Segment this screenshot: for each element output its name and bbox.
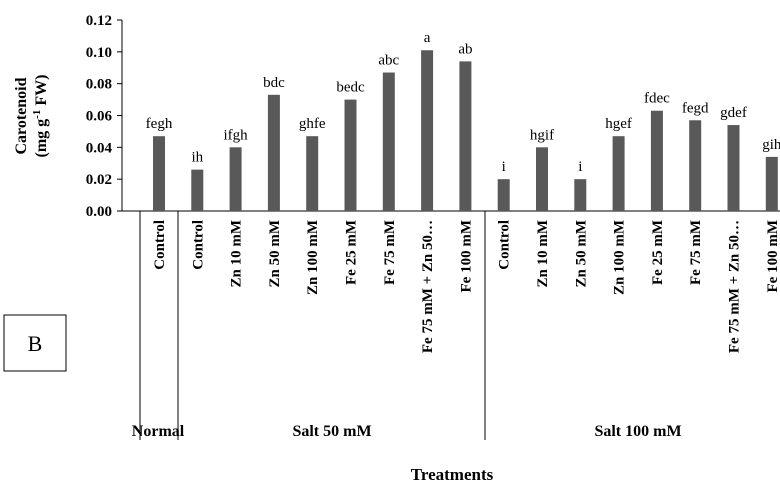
bar-annotation: bdc	[263, 75, 285, 91]
y-title-part: (mg g	[33, 119, 50, 158]
bar	[727, 125, 740, 211]
bar	[267, 94, 280, 211]
group-label: Salt 50 mM	[292, 423, 371, 440]
bar-annotation: fegh	[146, 116, 173, 132]
x-tick-label: Control	[497, 220, 513, 270]
bar	[650, 110, 663, 211]
x-tick-label: Fe 100 mM	[458, 220, 474, 292]
bar-annotation: ifgh	[224, 127, 249, 143]
group-label: Salt 100 mM	[594, 423, 681, 440]
y-tick-label: 0.10	[86, 45, 112, 61]
bar	[344, 99, 357, 211]
y-tick-label: 0.04	[86, 140, 113, 156]
y-title-line: Carotenoid	[13, 77, 30, 154]
x-tick-label: Zn 100 mM	[305, 220, 321, 295]
x-tick-label: Zn 50 mM	[267, 220, 283, 288]
bar-annotation: fdec	[644, 91, 670, 107]
x-tick-label: Fe 75 mM + Zn 50…	[420, 220, 436, 353]
panel-box	[3, 314, 67, 372]
bar-annotation: abc	[378, 53, 399, 69]
bar	[536, 147, 548, 211]
bar-annotation: hgef	[605, 116, 632, 132]
bar	[421, 50, 434, 211]
x-axis-title: Treatments	[411, 465, 494, 484]
bar-annotation: i	[502, 159, 506, 175]
bar-annotation: ghfe	[299, 116, 326, 132]
bar	[382, 72, 395, 212]
bar	[612, 136, 625, 211]
bar-annotation: fegd	[682, 100, 709, 116]
x-tick-label: Fe 75 mM	[382, 220, 398, 285]
x-tick-label: Fe 75 mM	[688, 220, 704, 285]
y-tick-label: 0.12	[86, 13, 112, 29]
x-tick-label: Zn 50 mM	[573, 220, 589, 288]
y-title-part: FW)	[33, 75, 50, 110]
bar-annotation: a	[424, 30, 431, 46]
bar-annotation: ih	[191, 150, 203, 166]
bar	[191, 169, 204, 211]
y-tick-label: 0.02	[86, 172, 112, 188]
panel-label: B	[28, 331, 43, 356]
x-tick-label: Zn 10 mM	[229, 220, 245, 288]
x-tick-label: Fe 100 mM	[765, 220, 780, 292]
bar-annotation: gdef	[720, 105, 747, 121]
bar-annotation: bedc	[336, 80, 365, 96]
x-tick-label: Fe 75 mM + Zn 50…	[727, 220, 743, 353]
x-tick-label: Fe 25 mM	[650, 220, 666, 285]
bar	[574, 179, 587, 211]
y-axis-title: Carotenoid (mg g-1 FW)	[13, 75, 50, 158]
bar	[153, 136, 165, 211]
bar-annotation: gih	[762, 137, 780, 153]
bar-annotation: ab	[458, 41, 472, 57]
bar	[689, 120, 702, 211]
bar-annotation: i	[578, 159, 582, 175]
y-tick-label: 0.08	[86, 77, 112, 93]
bar	[765, 156, 778, 211]
x-tick-label: Zn 10 mM	[535, 220, 551, 288]
bar	[497, 179, 510, 211]
x-tick-label: Control	[152, 220, 168, 270]
y-tick-label: 0.06	[86, 109, 113, 125]
bar	[229, 147, 242, 211]
x-tick-label: Fe 25 mM	[344, 220, 360, 285]
bar-annotation: hgif	[530, 127, 554, 143]
bar	[306, 136, 319, 211]
x-tick-label: Zn 100 mM	[612, 220, 628, 295]
y-title-line: (mg g-1 FW)	[31, 75, 50, 158]
y-tick-label: 0.00	[86, 204, 112, 220]
group-label: Normal	[132, 423, 185, 440]
x-tick-label: Control	[190, 220, 206, 270]
bar	[459, 61, 472, 212]
y-title-sup: -1	[31, 110, 43, 119]
